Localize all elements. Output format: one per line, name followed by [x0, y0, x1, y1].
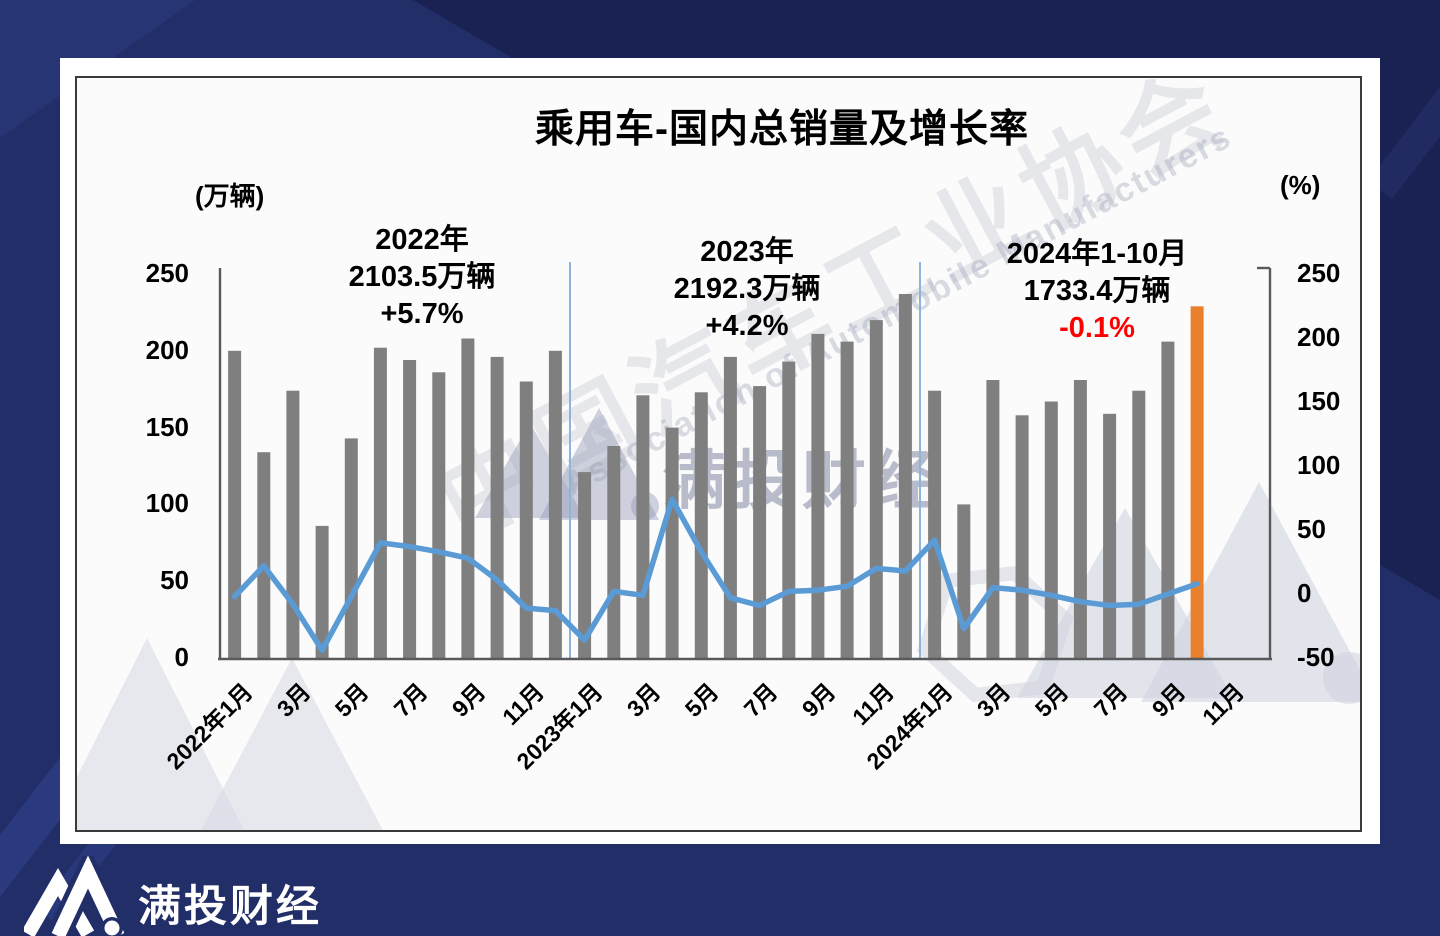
- bar-2022年6月: [373, 347, 387, 659]
- brand-logo: 满投财经: [24, 856, 444, 936]
- annotation-2024: 2024年1-10月 1733.4万辆 -0.1%: [927, 236, 1267, 347]
- annotation-2023: 2023年 2192.3万辆 +4.2%: [607, 234, 887, 345]
- bar-2024年9月: [1161, 341, 1175, 659]
- bar-2023年11月: [869, 320, 883, 659]
- annotation-2022: 2022年 2103.5万辆 +5.7%: [282, 222, 562, 333]
- left-tick-150: 150: [145, 411, 189, 442]
- bar-2023年10月: [840, 341, 854, 659]
- annotation-2023-year: 2023年: [700, 236, 794, 268]
- bar-2022年10月: [490, 356, 504, 659]
- left-axis-unit-label: (万辆): [195, 181, 265, 211]
- bar-2022年5月: [344, 438, 358, 659]
- left-tick-0: 0: [174, 642, 189, 672]
- bar-2023年9月: [811, 333, 825, 659]
- growth-line: [231, 496, 1200, 654]
- annotation-2023-growth: +4.2%: [705, 310, 789, 342]
- annotation-2024-growth: -0.1%: [1059, 312, 1135, 344]
- chart-card: 中国汽车工业协会 Association of Automobile Manuf…: [60, 58, 1380, 844]
- bar-2024年2月: [957, 504, 971, 659]
- bar-2023年2月: [607, 446, 621, 659]
- right-tick-0: 0: [1297, 578, 1312, 608]
- annotation-2022-year: 2022年: [375, 224, 469, 256]
- bar-2024年7月: [1103, 413, 1117, 659]
- annotation-2022-growth: +5.7%: [380, 298, 464, 330]
- bar-2023年7月: [753, 386, 767, 659]
- bar-2023年3月: [636, 395, 650, 659]
- bar-2022年9月: [461, 338, 475, 659]
- bar-2024年3月: [986, 380, 1000, 659]
- plot-svg: [218, 262, 1272, 661]
- bar-2022年8月: [432, 372, 446, 659]
- bar-2023年4月: [665, 427, 679, 659]
- bar-2022年3月: [286, 390, 300, 659]
- left-tick-100: 100: [145, 488, 189, 519]
- annotation-2023-total: 2192.3万辆: [673, 273, 821, 305]
- left-tick-50: 50: [160, 565, 189, 596]
- bar-2024年5月: [1044, 401, 1058, 659]
- right-tick-200: 200: [1297, 322, 1341, 352]
- bar-2022年11月: [519, 381, 533, 659]
- right-axis-unit-label: (%): [1280, 170, 1321, 200]
- right-tick-50: 50: [1297, 514, 1326, 544]
- bar-2023年8月: [782, 361, 796, 659]
- annotation-2024-total: 1733.4万辆: [1023, 275, 1171, 307]
- bar-2024年4月: [1015, 415, 1029, 659]
- chart-title: 乘用车-国内总销量及增长率: [535, 108, 1029, 151]
- bar-2023年12月: [898, 294, 912, 659]
- bar-2023年6月: [723, 356, 737, 659]
- right-tick-100: 100: [1297, 450, 1341, 480]
- brand-mountain-icon: [24, 856, 124, 936]
- bar-2022年1月: [228, 350, 242, 659]
- brand-name: 满投财经: [138, 883, 322, 931]
- bar-2022年4月: [315, 525, 329, 659]
- bar-2024年10月: [1190, 306, 1204, 659]
- watermark-hexagon: [916, 565, 1074, 703]
- chart-frame: 中国汽车工业协会 Association of Automobile Manuf…: [75, 76, 1362, 832]
- bar-2024年8月: [1132, 390, 1146, 659]
- bar-2022年12月: [548, 350, 562, 659]
- annotation-2024-year: 2024年1-10月: [1006, 238, 1188, 270]
- left-tick-250: 250: [145, 258, 189, 288]
- bg-streak-3: [1368, 86, 1440, 200]
- left-tick-200: 200: [145, 334, 189, 365]
- right-tick--50: -50: [1297, 642, 1335, 672]
- bar-2024年6月: [1073, 380, 1087, 659]
- bar-2022年2月: [257, 452, 271, 659]
- bar-2023年5月: [694, 392, 708, 659]
- annotation-2022-total: 2103.5万辆: [348, 261, 496, 293]
- right-tick-150: 150: [1297, 386, 1341, 416]
- bar-2023年1月: [578, 472, 592, 659]
- bar-2022年7月: [403, 360, 417, 659]
- bar-2024年1月: [928, 390, 942, 659]
- watermark-logo-bottomleft: [77, 638, 383, 830]
- right-tick-250: 250: [1297, 258, 1341, 288]
